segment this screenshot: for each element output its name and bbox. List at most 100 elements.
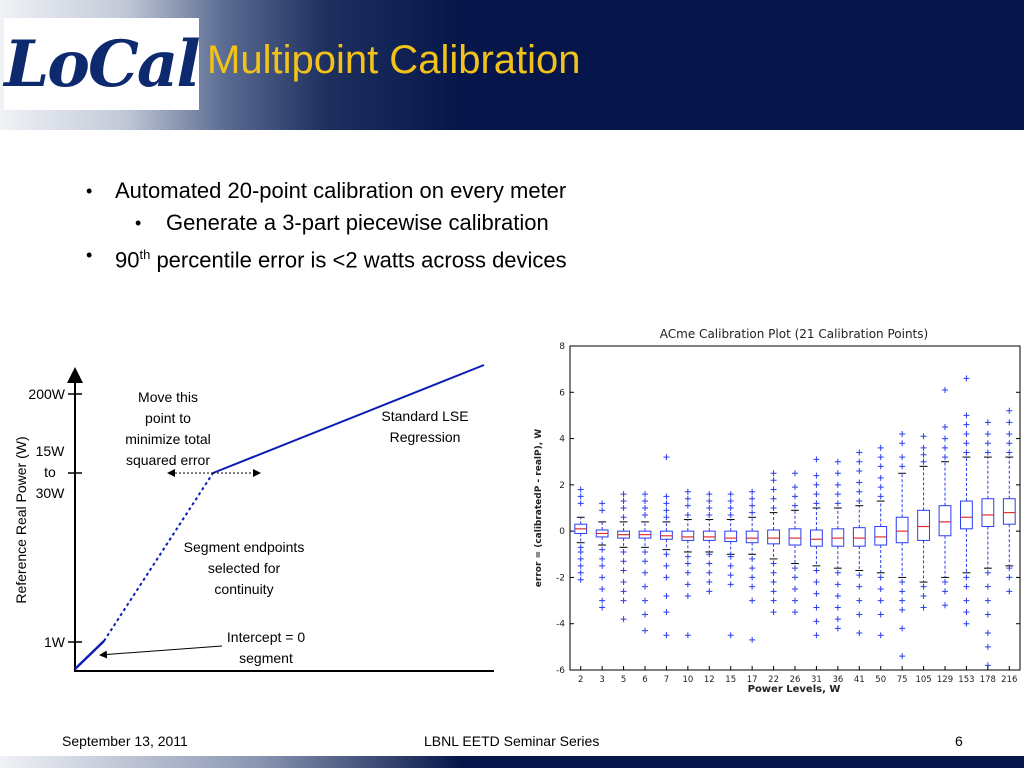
outlier-marker	[834, 604, 841, 611]
outlier-marker	[706, 560, 713, 567]
outlier-marker	[899, 579, 906, 586]
outlier-marker	[642, 627, 648, 634]
x-tick-label: 75	[897, 675, 908, 685]
outlier-marker	[877, 586, 884, 592]
outlier-marker	[813, 491, 820, 498]
outlier-marker	[706, 579, 713, 586]
box	[745, 530, 759, 544]
outlier-marker	[599, 546, 606, 553]
bullet-text: percentile error is <2 watts across devi…	[150, 247, 567, 273]
outlier-marker	[663, 551, 670, 558]
box	[960, 500, 973, 530]
outlier-marker	[920, 604, 927, 611]
outlier-marker	[899, 653, 906, 660]
annotation-move-point: Move this point to minimize total square…	[125, 389, 211, 468]
outlier-marker	[642, 569, 648, 576]
outlier-marker	[1006, 440, 1013, 447]
outlier-marker	[899, 440, 906, 447]
outlier-marker	[577, 562, 584, 569]
outlier-marker	[834, 581, 841, 588]
outlier-marker	[792, 597, 798, 604]
outlier-marker	[749, 636, 756, 643]
annotation-line: segment	[239, 650, 293, 666]
outlier-marker	[706, 491, 713, 498]
y-tick-label: 2	[559, 481, 565, 491]
outlier-marker	[984, 597, 991, 604]
outlier-marker	[942, 444, 948, 451]
outlier-marker	[749, 574, 756, 581]
outlier-marker	[749, 509, 756, 516]
box	[852, 527, 866, 547]
outlier-marker	[684, 632, 691, 639]
outlier-marker	[684, 553, 691, 560]
outlier-marker	[877, 632, 884, 639]
outlier-marker	[663, 507, 670, 514]
outlier-marker	[727, 498, 734, 505]
outlier-marker	[984, 440, 991, 447]
outlier-marker	[727, 553, 734, 560]
outlier-marker	[663, 592, 670, 599]
outlier-marker	[856, 498, 863, 505]
chart-title: ACme Calibration Plot (21 Calibration Po…	[660, 327, 928, 341]
x-tick-label: 6	[642, 675, 647, 685]
tick-mid-label-line2: to	[44, 464, 56, 480]
outlier-marker	[813, 567, 820, 574]
outlier-marker	[899, 454, 906, 461]
bullet-dot-icon: •	[86, 245, 93, 265]
outlier-marker	[599, 574, 606, 581]
outlier-marker	[856, 583, 863, 590]
outlier-marker	[792, 574, 798, 581]
box	[1002, 498, 1016, 525]
outlier-marker	[620, 558, 627, 565]
outlier-marker	[984, 629, 991, 636]
annotation-line: selected for	[208, 560, 281, 576]
outlier-marker	[899, 625, 906, 632]
outlier-marker	[856, 467, 863, 474]
intercept-segment	[74, 640, 105, 670]
x-tick-label: 153	[958, 675, 974, 685]
box	[638, 530, 652, 539]
outlier-marker	[942, 424, 948, 430]
outlier-marker	[1006, 588, 1013, 595]
outlier-marker	[899, 588, 906, 595]
outlier-marker	[770, 588, 777, 595]
x-tick-label: 2	[578, 675, 583, 685]
outlier-marker	[684, 560, 691, 567]
outlier-marker	[620, 498, 627, 505]
outlier-marker	[620, 548, 627, 555]
outlier-marker	[942, 602, 948, 609]
outlier-marker	[877, 574, 884, 581]
bullet-item: • 90th percentile error is <2 watts acro…	[80, 239, 780, 276]
box	[874, 526, 888, 546]
outlier-marker	[984, 430, 991, 437]
y-tick-label: 8	[559, 342, 565, 352]
y-tick-label: -2	[556, 573, 565, 583]
bullet-item: • Automated 20-point calibration on ever…	[80, 175, 780, 207]
outlier-marker	[684, 592, 691, 599]
outlier-marker	[577, 555, 584, 562]
outlier-marker	[684, 488, 691, 495]
outlier-marker	[963, 574, 970, 581]
outlier-marker	[813, 618, 820, 625]
outlier-marker	[877, 597, 884, 604]
annotation-intercept: Intercept = 0 segment	[227, 629, 305, 666]
outlier-marker	[727, 505, 734, 511]
outlier-marker	[663, 454, 670, 461]
outlier-marker	[727, 491, 734, 498]
outlier-marker	[899, 606, 906, 613]
x-tick-label: 31	[811, 675, 822, 685]
outlier-marker	[599, 586, 606, 592]
outlier-marker	[899, 430, 906, 437]
outlier-marker	[770, 560, 777, 567]
x-tick-label: 10	[682, 675, 693, 685]
outlier-marker	[813, 500, 820, 507]
outlier-marker	[770, 477, 777, 484]
annotation-line: squared error	[126, 452, 210, 468]
outlier-marker	[684, 511, 691, 518]
outlier-marker	[642, 511, 648, 518]
outlier-marker	[984, 611, 991, 618]
outlier-marker	[642, 583, 648, 590]
outlier-marker	[706, 498, 713, 505]
outlier-marker	[770, 495, 777, 502]
outlier-marker	[942, 454, 948, 461]
